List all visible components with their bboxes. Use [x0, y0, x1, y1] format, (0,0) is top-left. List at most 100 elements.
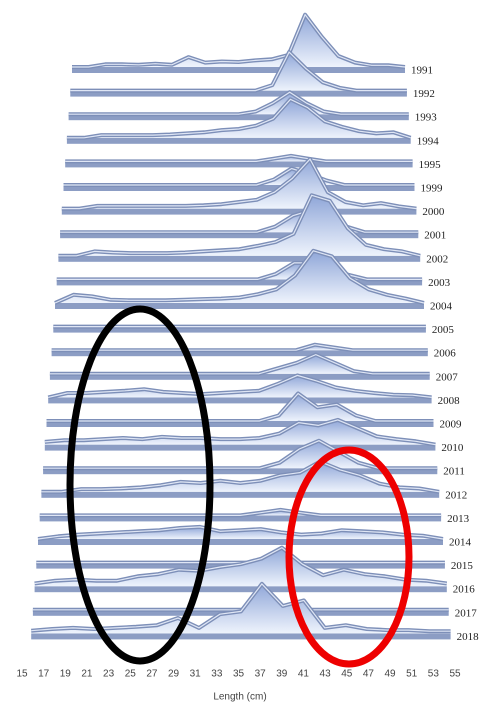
legend-label: 2001 [424, 230, 446, 242]
x-axis: 15 17 19 21 23 25 27 29 31 33 35 37 39 41 43 45 47 49 51 53… [16, 669, 461, 680]
x-tick-label: 41 [298, 669, 310, 680]
legend-label: 1992 [413, 88, 435, 100]
x-tick-label: 51 [406, 669, 418, 680]
ribbon-edge [44, 419, 436, 446]
ribbon-top [65, 153, 413, 164]
ribbon-top [51, 342, 428, 353]
legend-label: 1994 [417, 135, 440, 147]
ribbon-base [53, 326, 426, 333]
ribbon-base [51, 350, 428, 357]
ribbon-top [56, 260, 423, 282]
legend-label: 2008 [438, 395, 461, 407]
x-tick-label: 15 [16, 669, 28, 680]
series-row: 1995 [65, 153, 442, 171]
ribbon-edge [66, 98, 411, 139]
ribbon-base [48, 397, 432, 404]
ribbon-base [70, 90, 407, 97]
legend-label: 2009 [440, 419, 463, 431]
series-row: 1992 [70, 50, 435, 100]
series-row: 2013 [39, 507, 470, 525]
x-tick-label: 23 [103, 669, 115, 680]
ribbon-base [65, 161, 413, 168]
ribbon-edge [39, 509, 442, 516]
ribbon-area [43, 440, 438, 469]
ribbon-edge [60, 209, 419, 233]
x-tick-label: 31 [190, 669, 202, 680]
ribbon-area [49, 354, 430, 374]
x-axis-label: Length (cm) [213, 692, 266, 703]
series-row: 2005 [53, 324, 454, 336]
x-tick-label: 19 [60, 669, 72, 680]
legend-label: 2018 [457, 631, 480, 643]
ribbon-edge [72, 13, 406, 68]
ribbon-edge [54, 250, 425, 304]
ribbon-edge [70, 51, 407, 92]
ribbon-edge [58, 194, 421, 257]
ribbon-edge [56, 262, 423, 280]
series-row: 2002 [58, 193, 448, 265]
ribbon-edge [65, 155, 413, 162]
legend-label: 2010 [441, 442, 464, 454]
legend-label: 2014 [449, 537, 472, 549]
ribbon-edge [63, 167, 415, 186]
legend-label: 2012 [445, 489, 467, 501]
ribbon-top [63, 166, 415, 187]
ribbon-base [43, 468, 438, 475]
ribbon-area [48, 375, 432, 398]
legend-label: 2002 [426, 253, 448, 265]
legend-label: 1991 [411, 65, 433, 77]
ribbon-area [72, 14, 405, 67]
legend-label: 2004 [430, 301, 453, 313]
ribbons: 1991 1992 1993 1994 1995 1999 2000 2001 2002 2003… [31, 12, 480, 643]
ribbon-base [72, 67, 405, 73]
ribbon-base [49, 373, 430, 380]
x-tick-label: 49 [384, 669, 396, 680]
ribbon-edge [46, 392, 434, 422]
x-tick-label: 39 [276, 669, 288, 680]
ribbon-top [72, 12, 406, 69]
ribbon-top [49, 352, 430, 376]
series-row: 2000 [61, 157, 445, 218]
ribbon-base [60, 232, 419, 239]
x-tick-label: 45 [341, 669, 353, 680]
series-row: 1994 [66, 97, 440, 147]
ribbon-edge [34, 546, 447, 585]
red-oval [285, 446, 413, 668]
x-tick-label: 37 [255, 669, 267, 680]
ribbon-area [58, 195, 421, 256]
ribbon-edge [43, 440, 438, 469]
ribbon-base [63, 185, 415, 191]
series-row: 2006 [51, 342, 456, 360]
series-row: 1993 [68, 90, 438, 124]
series-row: 2008 [47, 373, 461, 407]
ribbon-edge [68, 91, 409, 115]
ribbon-base [55, 303, 424, 309]
series-row: 2011 [43, 438, 465, 478]
ribbon-base [38, 539, 443, 545]
ribbon-edge [51, 344, 428, 351]
ribbon-edge [37, 526, 444, 540]
ribbon-edge [41, 460, 440, 493]
legend-label: 2007 [436, 371, 459, 383]
series-row: 2003 [56, 260, 451, 289]
series-row: 2007 [49, 352, 459, 383]
series-row: 2010 [44, 417, 464, 454]
legend-label: 1993 [415, 112, 438, 124]
legend-label: 1995 [419, 159, 442, 171]
ribbon-area [44, 419, 436, 445]
series-row: 2014 [37, 524, 472, 549]
legend-label: 2000 [422, 206, 445, 218]
series-row: 2012 [41, 459, 467, 501]
x-tick-label: 29 [168, 669, 180, 680]
ribbon-base [66, 137, 411, 144]
ribbon-base [34, 586, 447, 593]
ribbon-base [56, 279, 423, 286]
series-row: 1999 [63, 166, 444, 195]
x-tick-label: 17 [38, 669, 50, 680]
ribbon-base [68, 114, 409, 121]
ribbon-base [61, 208, 417, 215]
series-row: 2016 [34, 545, 475, 596]
legend-label: 1999 [421, 183, 444, 195]
series-row: 2009 [46, 391, 463, 431]
